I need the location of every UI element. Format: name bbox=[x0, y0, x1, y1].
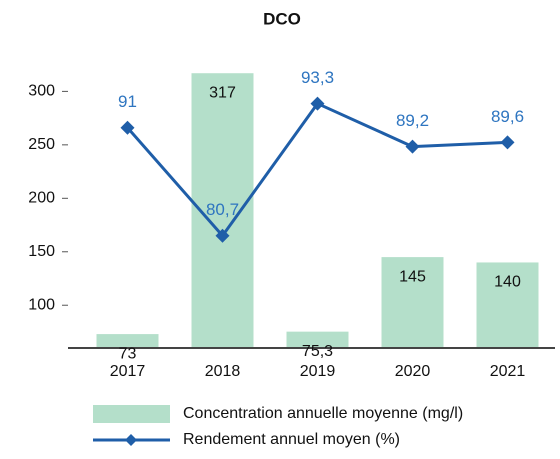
marker bbox=[405, 139, 420, 154]
chart-title: DCO bbox=[263, 9, 301, 28]
x-tick-label: 2020 bbox=[395, 363, 431, 380]
bar bbox=[96, 334, 159, 348]
y-tick-label: 300 bbox=[28, 83, 55, 100]
bar bbox=[286, 331, 349, 348]
data-label: 93,3 bbox=[301, 68, 334, 87]
x-tick-label: 2018 bbox=[205, 363, 241, 380]
marker bbox=[310, 96, 325, 111]
data-label: 89,6 bbox=[491, 107, 524, 126]
y-tick-label: 250 bbox=[28, 136, 55, 153]
x-tick-label: 2017 bbox=[110, 363, 146, 380]
marker bbox=[500, 135, 515, 150]
legend-swatch bbox=[93, 405, 170, 423]
data-label: 80,7 bbox=[206, 200, 239, 219]
y-tick-label: 200 bbox=[28, 190, 55, 207]
data-label: 145 bbox=[399, 268, 426, 285]
y-tick-label: 100 bbox=[28, 296, 55, 313]
legend-label: Rendement annuel moyen (%) bbox=[183, 431, 400, 448]
line bbox=[126, 101, 508, 239]
bar bbox=[476, 262, 539, 348]
data-label: 73 bbox=[119, 345, 137, 362]
bar bbox=[381, 257, 444, 348]
marker bbox=[120, 120, 135, 135]
y-tick-label: 150 bbox=[28, 243, 55, 260]
marker bbox=[215, 228, 230, 243]
legend-label: Concentration annuelle moyenne (mg/l) bbox=[183, 405, 463, 422]
data-label: 75,3 bbox=[302, 343, 333, 360]
x-tick-label: 2019 bbox=[300, 363, 336, 380]
x-tick-label: 2021 bbox=[490, 363, 526, 380]
legend-marker bbox=[125, 434, 137, 446]
data-label: 317 bbox=[209, 84, 236, 101]
data-label: 89,2 bbox=[396, 111, 429, 130]
data-label: 91 bbox=[118, 92, 137, 111]
data-label: 140 bbox=[494, 274, 521, 291]
